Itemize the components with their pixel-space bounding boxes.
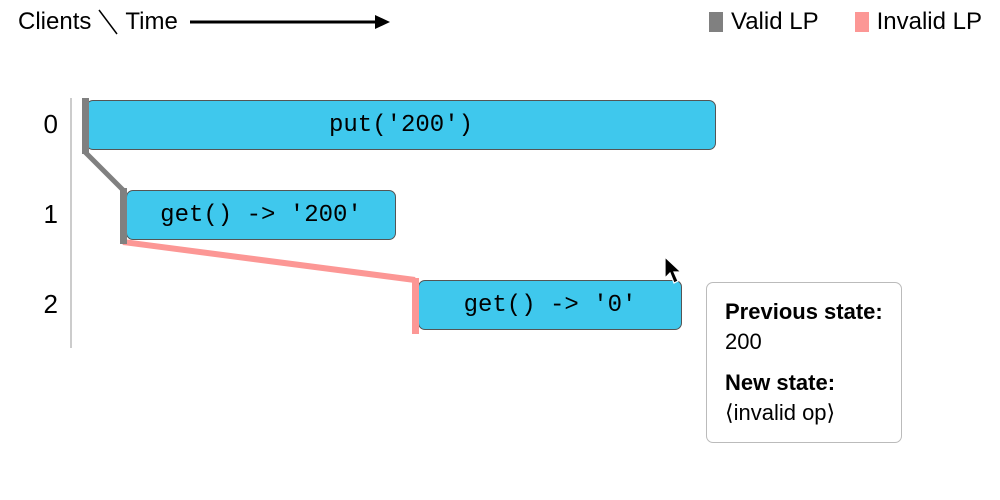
client-row-label: 1 <box>18 199 58 230</box>
tooltip-new-value: ⟨invalid op⟩ <box>725 398 883 428</box>
operation-bar[interactable]: get() -> '200' <box>126 190 396 240</box>
legend-valid-swatch <box>709 12 723 32</box>
tooltip-prev-value: 200 <box>725 327 883 357</box>
arrow-icon <box>190 12 390 32</box>
axis-label: Clients Time <box>18 8 390 36</box>
backslash-icon <box>93 8 123 36</box>
operation-bar[interactable]: get() -> '0' <box>418 280 682 330</box>
clients-label: Clients <box>18 8 91 36</box>
header: Clients Time Valid LP Invalid LP <box>18 8 982 38</box>
legend-invalid-swatch <box>855 12 869 32</box>
valid-lp-marker <box>82 98 89 154</box>
axis-line-vertical <box>70 98 72 348</box>
invalid-lp-marker <box>412 278 419 334</box>
client-row-label: 0 <box>18 109 58 140</box>
tooltip-prev-label: Previous state: <box>725 299 883 324</box>
legend-invalid: Invalid LP <box>855 8 982 36</box>
client-row-label: 2 <box>18 289 58 320</box>
legend-valid-label: Valid LP <box>731 8 819 36</box>
operation-bar[interactable]: put('200') <box>86 100 716 150</box>
valid-lp-marker <box>120 188 127 244</box>
tooltip: Previous state: 200 New state: ⟨invalid … <box>706 282 902 443</box>
legend-invalid-label: Invalid LP <box>877 8 982 36</box>
mouse-cursor-icon <box>664 256 686 286</box>
legend-valid: Valid LP <box>709 8 819 36</box>
time-label: Time <box>125 8 177 36</box>
tooltip-new-label: New state: <box>725 370 835 395</box>
legend: Valid LP Invalid LP <box>709 8 982 36</box>
